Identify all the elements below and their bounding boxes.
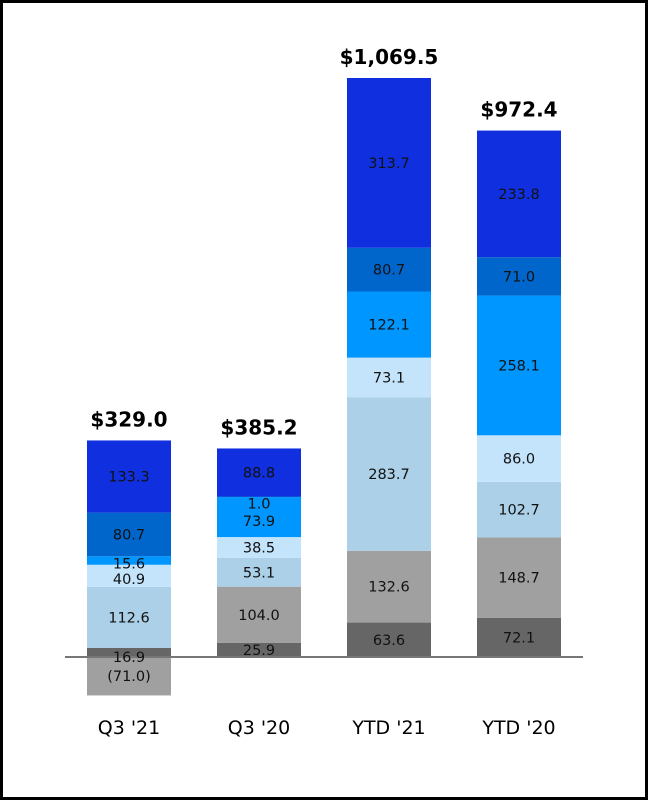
data-label: 86.0 (503, 452, 535, 468)
bar-segment (477, 130, 561, 258)
data-label: 313.7 (368, 156, 410, 172)
data-label: 148.7 (498, 571, 540, 587)
data-label: 53.1 (243, 565, 275, 581)
bar-segment (217, 537, 301, 558)
data-label: 80.7 (113, 527, 145, 543)
bar-segment (347, 357, 431, 398)
total-label: $385.2 (220, 415, 297, 439)
bar-segment (477, 295, 561, 436)
data-label: 132.6 (368, 580, 410, 596)
data-label: 1.0 (247, 497, 270, 513)
data-label: 25.9 (243, 643, 275, 659)
data-label: 80.7 (373, 263, 405, 279)
data-label: 38.5 (243, 541, 275, 557)
bar-segment (347, 622, 431, 657)
total-label: $329.0 (90, 407, 167, 431)
data-label: 104.0 (238, 608, 280, 624)
bar-segment (347, 550, 431, 623)
bar-segment (87, 564, 171, 587)
bar-segment (217, 586, 301, 643)
data-label: 122.1 (368, 318, 410, 334)
bar-segment (477, 537, 561, 618)
x-tick-label: YTD '21 (351, 717, 425, 739)
data-label: 71.0 (503, 269, 535, 285)
data-label: 133.3 (108, 470, 150, 486)
data-label: 16.9 (113, 650, 145, 666)
data-label: 15.6 (113, 556, 145, 572)
bar-segment (217, 642, 301, 657)
bar-segment (217, 496, 301, 498)
total-label: $972.4 (480, 98, 557, 122)
data-label: 63.6 (373, 633, 405, 649)
data-label: 283.7 (368, 467, 410, 483)
data-label: 233.8 (498, 187, 540, 203)
data-label: 40.9 (113, 572, 145, 588)
bar-segment (347, 78, 431, 248)
bar-segment (477, 481, 561, 538)
bar-segment (217, 497, 301, 538)
data-label: 88.8 (243, 465, 275, 481)
bar-segment (87, 512, 171, 557)
data-label: 73.1 (373, 370, 405, 386)
data-label: 258.1 (498, 358, 540, 374)
x-tick-label: YTD '20 (481, 717, 555, 739)
data-label: 102.7 (498, 503, 540, 519)
bar-segment (87, 440, 171, 513)
x-tick-label: Q3 '21 (98, 717, 160, 739)
bar-segment (87, 586, 171, 648)
bar-segment (477, 435, 561, 482)
data-label: 72.1 (503, 630, 535, 646)
bar-segment (87, 647, 171, 657)
bar-segment (347, 247, 431, 292)
x-tick-label: Q3 '20 (228, 717, 290, 739)
bar-segment (347, 397, 431, 551)
bar-segment (477, 617, 561, 657)
bar-segment (87, 556, 171, 565)
bar-segment (347, 291, 431, 358)
bar-segment (217, 448, 301, 497)
data-label: 112.6 (108, 610, 150, 626)
bar-segment (477, 257, 561, 296)
bar-segment (217, 557, 301, 587)
total-label: $1,069.5 (340, 45, 439, 69)
bar-segment (87, 657, 171, 696)
data-label: (71.0) (107, 669, 151, 685)
data-label: 73.9 (243, 514, 275, 530)
